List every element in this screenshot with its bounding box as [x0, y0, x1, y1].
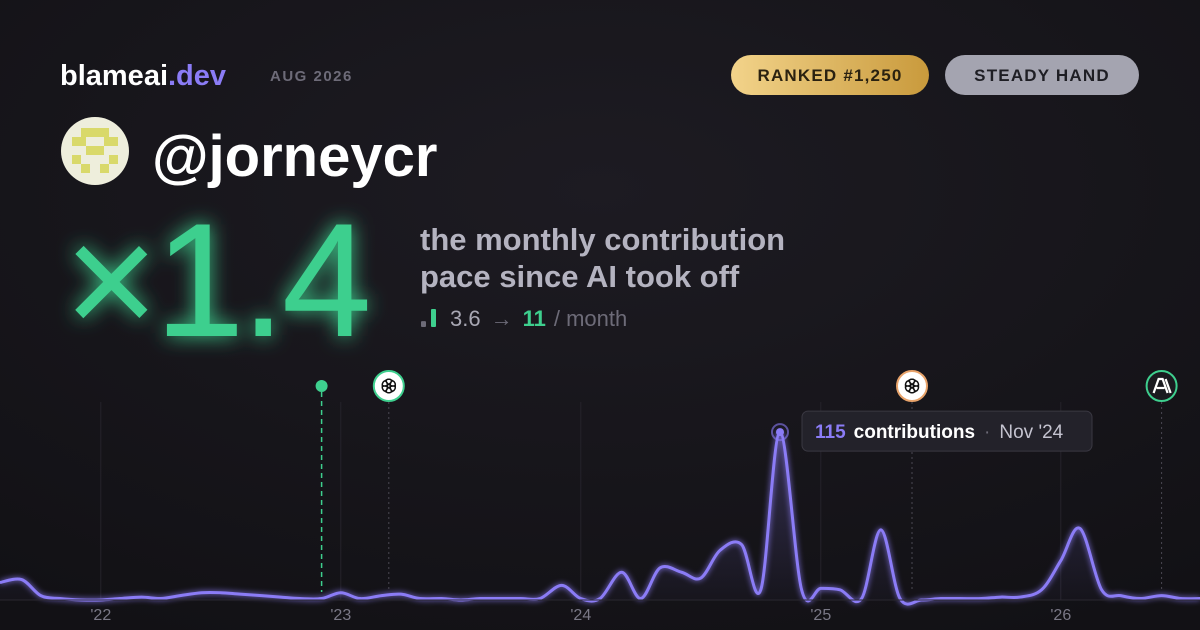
pace-bar — [431, 309, 436, 327]
event-icon — [896, 370, 928, 402]
brand-tld: .dev — [168, 60, 226, 92]
x-tick-label: '24 — [570, 607, 591, 624]
tooltip-label: contributions — [854, 422, 975, 443]
avatar — [61, 117, 129, 185]
tooltip: 115 contributions · Nov '24 — [815, 422, 1064, 443]
tooltip-separator: · — [984, 422, 990, 443]
tooltip-date: Nov '24 — [999, 422, 1063, 443]
peak-dot — [776, 428, 784, 437]
date: AUG 2026 — [270, 68, 353, 85]
event-icon — [372, 370, 405, 402]
chart: '22 '23 '24 '25 '26 115 contributions · Nov '24 — [0, 370, 1200, 624]
style-badge-text: STEADY HAND — [974, 66, 1110, 85]
rank-badge — [731, 55, 929, 95]
event-dot — [315, 380, 328, 392]
caption-line: pace since AI took off — [420, 259, 740, 294]
handle: @jorneycr — [152, 124, 437, 189]
line — [0, 430, 1200, 606]
pace-after: 11 — [523, 306, 546, 331]
multiplier: ×1.4 — [64, 190, 368, 371]
brand-name: blameai — [60, 60, 168, 92]
area — [0, 432, 1200, 605]
x-tick-label: '26 — [1050, 607, 1071, 624]
brand: blameai.dev — [60, 60, 226, 92]
peak-ring — [771, 423, 789, 442]
rank-badge-text: RANKED #1,250 — [757, 66, 902, 85]
x-tick-label: '23 — [330, 607, 351, 624]
pace-bar — [421, 321, 426, 327]
tooltip-value: 115 — [815, 422, 846, 443]
x-tick-label: '25 — [810, 607, 831, 624]
pace-before: 3.6 — [450, 306, 481, 331]
event-glyph — [385, 378, 396, 387]
pace-bars — [421, 309, 436, 327]
caption-line: the monthly contribution — [420, 222, 785, 257]
event-glyph — [1152, 377, 1172, 394]
tooltip-box — [801, 410, 1093, 452]
pace: 3.6 → 11 / month — [450, 306, 627, 331]
pace-arrow: → — [491, 306, 513, 331]
x-tick-label: '22 — [90, 607, 111, 624]
pace-unit: / month — [554, 306, 627, 331]
style-badge — [945, 55, 1139, 95]
event-icon — [1145, 370, 1178, 402]
event-glyph — [908, 378, 920, 387]
